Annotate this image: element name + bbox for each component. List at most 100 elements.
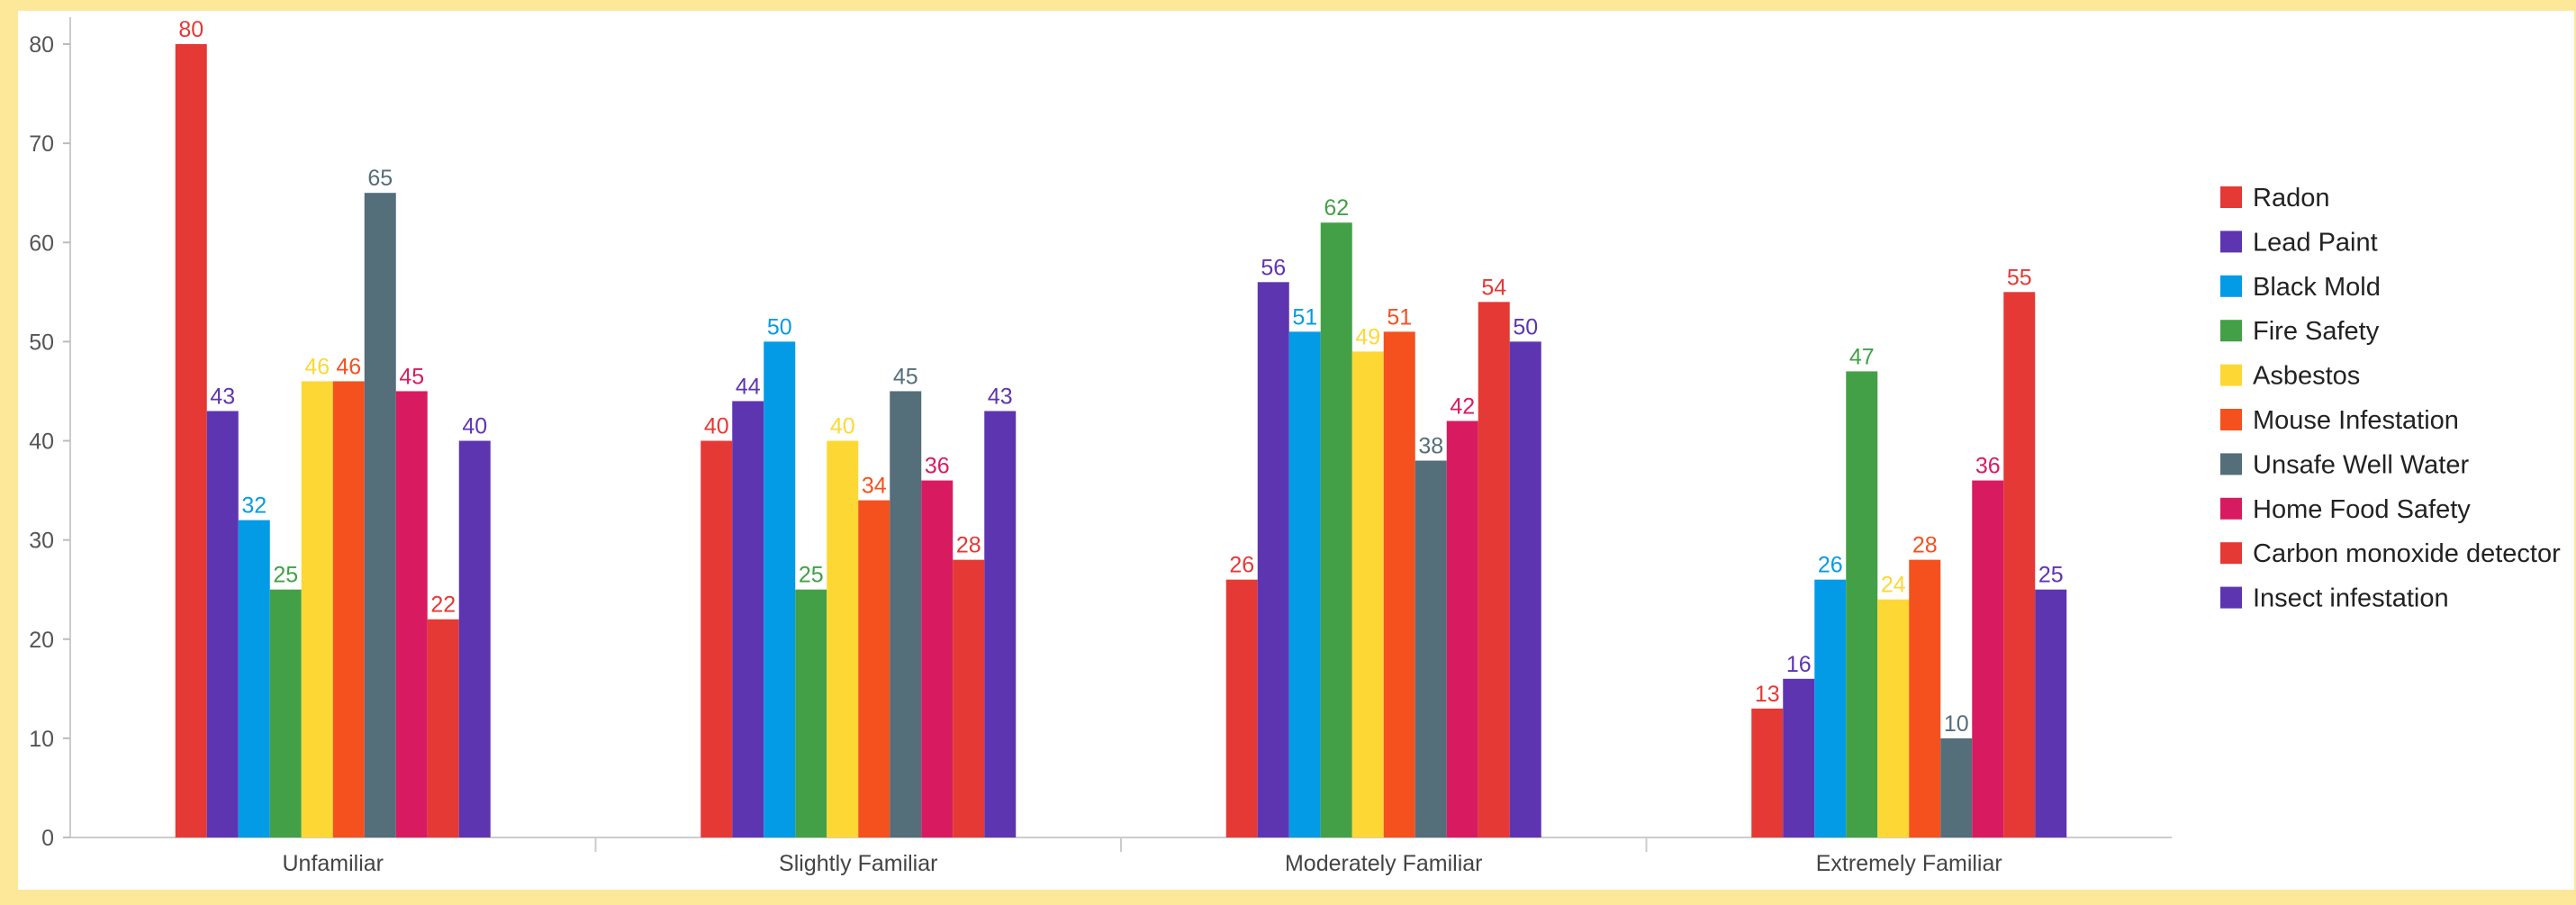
legend-swatch — [2220, 409, 2242, 430]
bar-home-food-safety-moderately-familiar — [1446, 421, 1478, 837]
legend-item-asbestos: Asbestos — [2220, 362, 2360, 391]
y-tick-label: 0 — [41, 826, 54, 851]
bar-asbestos-slightly-familiar — [827, 440, 859, 837]
y-tick-label: 60 — [29, 231, 54, 256]
bar-black-mold-slightly-familiar — [764, 341, 796, 837]
data-label-radon-extremely-familiar: 13 — [1755, 682, 1780, 707]
bar-insect-infestation-extremely-familiar — [2035, 589, 2067, 837]
legend-item-radon: Radon — [2220, 184, 2329, 213]
data-labels: 80 43 32 25 46 46 65 45 22 40 40 44 50 25 40 34 45 36 28 43… — [178, 17, 2063, 737]
bar-insect-infestation-unfamiliar — [458, 440, 491, 837]
bar-asbestos-extremely-familiar — [1877, 599, 1910, 837]
data-label-black-mold-extremely-familiar: 26 — [1818, 553, 1843, 578]
data-label-mouse-infestation-extremely-familiar: 28 — [1912, 533, 1938, 558]
data-label-radon-unfamiliar: 80 — [178, 17, 203, 42]
bars — [175, 44, 2067, 838]
legend-label: Insect infestation — [2253, 584, 2449, 613]
bar-asbestos-unfamiliar — [301, 381, 333, 837]
x-tick-label-slightly-familiar: Slightly Familiar — [779, 851, 937, 876]
data-label-radon-moderately-familiar: 26 — [1229, 553, 1254, 578]
data-label-carbon-monoxide-detector-slightly-familiar: 28 — [956, 533, 981, 558]
data-label-fire-safety-slightly-familiar: 25 — [799, 563, 824, 588]
legend-item-black-mold: Black Mold — [2220, 273, 2381, 302]
legend-label: Home Food Safety — [2253, 495, 2471, 524]
legend-item-mouse-infestation: Mouse Infestation — [2220, 406, 2459, 435]
data-label-carbon-monoxide-detector-moderately-familiar: 54 — [1481, 275, 1506, 300]
bar-insect-infestation-moderately-familiar — [1509, 341, 1541, 837]
bar-home-food-safety-extremely-familiar — [1972, 480, 2004, 837]
data-label-asbestos-extremely-familiar: 24 — [1881, 573, 1906, 598]
legend-item-unsafe-well-water: Unsafe Well Water — [2220, 450, 2469, 479]
data-label-home-food-safety-extremely-familiar: 36 — [1975, 454, 2001, 479]
legend-swatch — [2220, 586, 2242, 609]
data-label-home-food-safety-unfamiliar: 45 — [399, 364, 424, 389]
data-label-carbon-monoxide-detector-extremely-familiar: 55 — [2007, 265, 2032, 290]
data-label-unsafe-well-water-unfamiliar: 65 — [367, 166, 393, 191]
data-label-home-food-safety-moderately-familiar: 42 — [1450, 394, 1475, 419]
bar-fire-safety-slightly-familiar — [795, 589, 827, 837]
data-label-fire-safety-extremely-familiar: 47 — [1849, 344, 1875, 369]
bar-lead-paint-unfamiliar — [206, 411, 239, 837]
data-label-asbestos-moderately-familiar: 49 — [1355, 324, 1380, 349]
bar-radon-slightly-familiar — [700, 440, 733, 837]
data-label-radon-slightly-familiar: 40 — [704, 414, 729, 439]
legend-item-home-food-safety: Home Food Safety — [2220, 495, 2471, 524]
legend-label: Asbestos — [2253, 362, 2360, 391]
legend-swatch — [2220, 542, 2242, 565]
legend-swatch — [2220, 275, 2242, 297]
bar-home-food-safety-slightly-familiar — [921, 480, 954, 837]
bar-mouse-infestation-unfamiliar — [332, 381, 365, 837]
bar-fire-safety-extremely-familiar — [1846, 371, 1878, 838]
legend-label: Mouse Infestation — [2253, 406, 2459, 435]
legend-label: Unsafe Well Water — [2253, 450, 2469, 479]
data-label-lead-paint-extremely-familiar: 16 — [1786, 652, 1812, 677]
data-label-mouse-infestation-slightly-familiar: 34 — [862, 474, 887, 499]
y-tick-label: 10 — [29, 727, 54, 752]
bar-lead-paint-slightly-familiar — [732, 401, 764, 837]
bar-mouse-infestation-moderately-familiar — [1383, 331, 1415, 837]
data-label-insect-infestation-moderately-familiar: 50 — [1513, 314, 1538, 339]
legend-label: Black Mold — [2253, 273, 2381, 302]
data-label-home-food-safety-slightly-familiar: 36 — [925, 454, 950, 479]
data-label-fire-safety-moderately-familiar: 62 — [1324, 195, 1349, 221]
bar-radon-moderately-familiar — [1225, 579, 1258, 837]
bar-fire-safety-unfamiliar — [269, 589, 302, 837]
bar-mouse-infestation-extremely-familiar — [1909, 559, 1941, 837]
bar-carbon-monoxide-detector-extremely-familiar — [2003, 292, 2036, 837]
y-tick-label: 40 — [29, 430, 54, 455]
legend-label: Radon — [2253, 184, 2329, 213]
legend-swatch — [2220, 186, 2242, 208]
data-label-black-mold-unfamiliar: 32 — [241, 493, 267, 519]
y-tick-label: 50 — [29, 330, 54, 355]
data-label-mouse-infestation-moderately-familiar: 51 — [1387, 304, 1412, 330]
data-label-fire-safety-unfamiliar: 25 — [273, 563, 298, 588]
y-axis: 0 10 20 30 40 50 60 70 80 — [29, 17, 71, 851]
legend-swatch — [2220, 364, 2242, 386]
grouped-bar-chart: 0 10 20 30 40 50 60 70 80 Unfamiliar Slightly Fam… — [29, 17, 2561, 876]
bar-home-food-safety-unfamiliar — [395, 391, 428, 837]
legend-label: Carbon monoxide detector — [2253, 539, 2561, 568]
chart-frame: 0 10 20 30 40 50 60 70 80 Unfamiliar Slightly Fam… — [18, 11, 2574, 890]
legend-swatch — [2220, 497, 2242, 520]
y-tick-label: 20 — [29, 628, 54, 653]
x-tick-label-extremely-familiar: Extremely Familiar — [1816, 851, 2002, 876]
legend-swatch — [2220, 453, 2242, 475]
bar-radon-unfamiliar — [175, 44, 207, 837]
data-label-unsafe-well-water-moderately-familiar: 38 — [1418, 434, 1443, 459]
bar-unsafe-well-water-slightly-familiar — [890, 391, 922, 837]
data-label-lead-paint-slightly-familiar: 44 — [736, 374, 761, 399]
bar-carbon-monoxide-detector-moderately-familiar — [1478, 302, 1510, 837]
bar-lead-paint-extremely-familiar — [1783, 678, 1815, 837]
bar-unsafe-well-water-moderately-familiar — [1415, 460, 1447, 837]
bar-unsafe-well-water-extremely-familiar — [1940, 738, 1973, 837]
data-label-asbestos-slightly-familiar: 40 — [830, 414, 855, 439]
bar-mouse-infestation-slightly-familiar — [858, 500, 890, 837]
x-tick-label-moderately-familiar: Moderately Familiar — [1285, 851, 1483, 876]
data-label-black-mold-moderately-familiar: 51 — [1292, 304, 1317, 330]
legend: Radon Lead Paint Black Mold Fire Safety Asbe… — [2220, 184, 2561, 613]
data-label-unsafe-well-water-slightly-familiar: 45 — [893, 364, 918, 389]
data-label-mouse-infestation-unfamiliar: 46 — [336, 354, 361, 379]
data-label-lead-paint-unfamiliar: 43 — [210, 384, 235, 409]
legend-item-lead-paint: Lead Paint — [2220, 228, 2378, 257]
data-label-carbon-monoxide-detector-unfamiliar: 22 — [430, 593, 456, 618]
